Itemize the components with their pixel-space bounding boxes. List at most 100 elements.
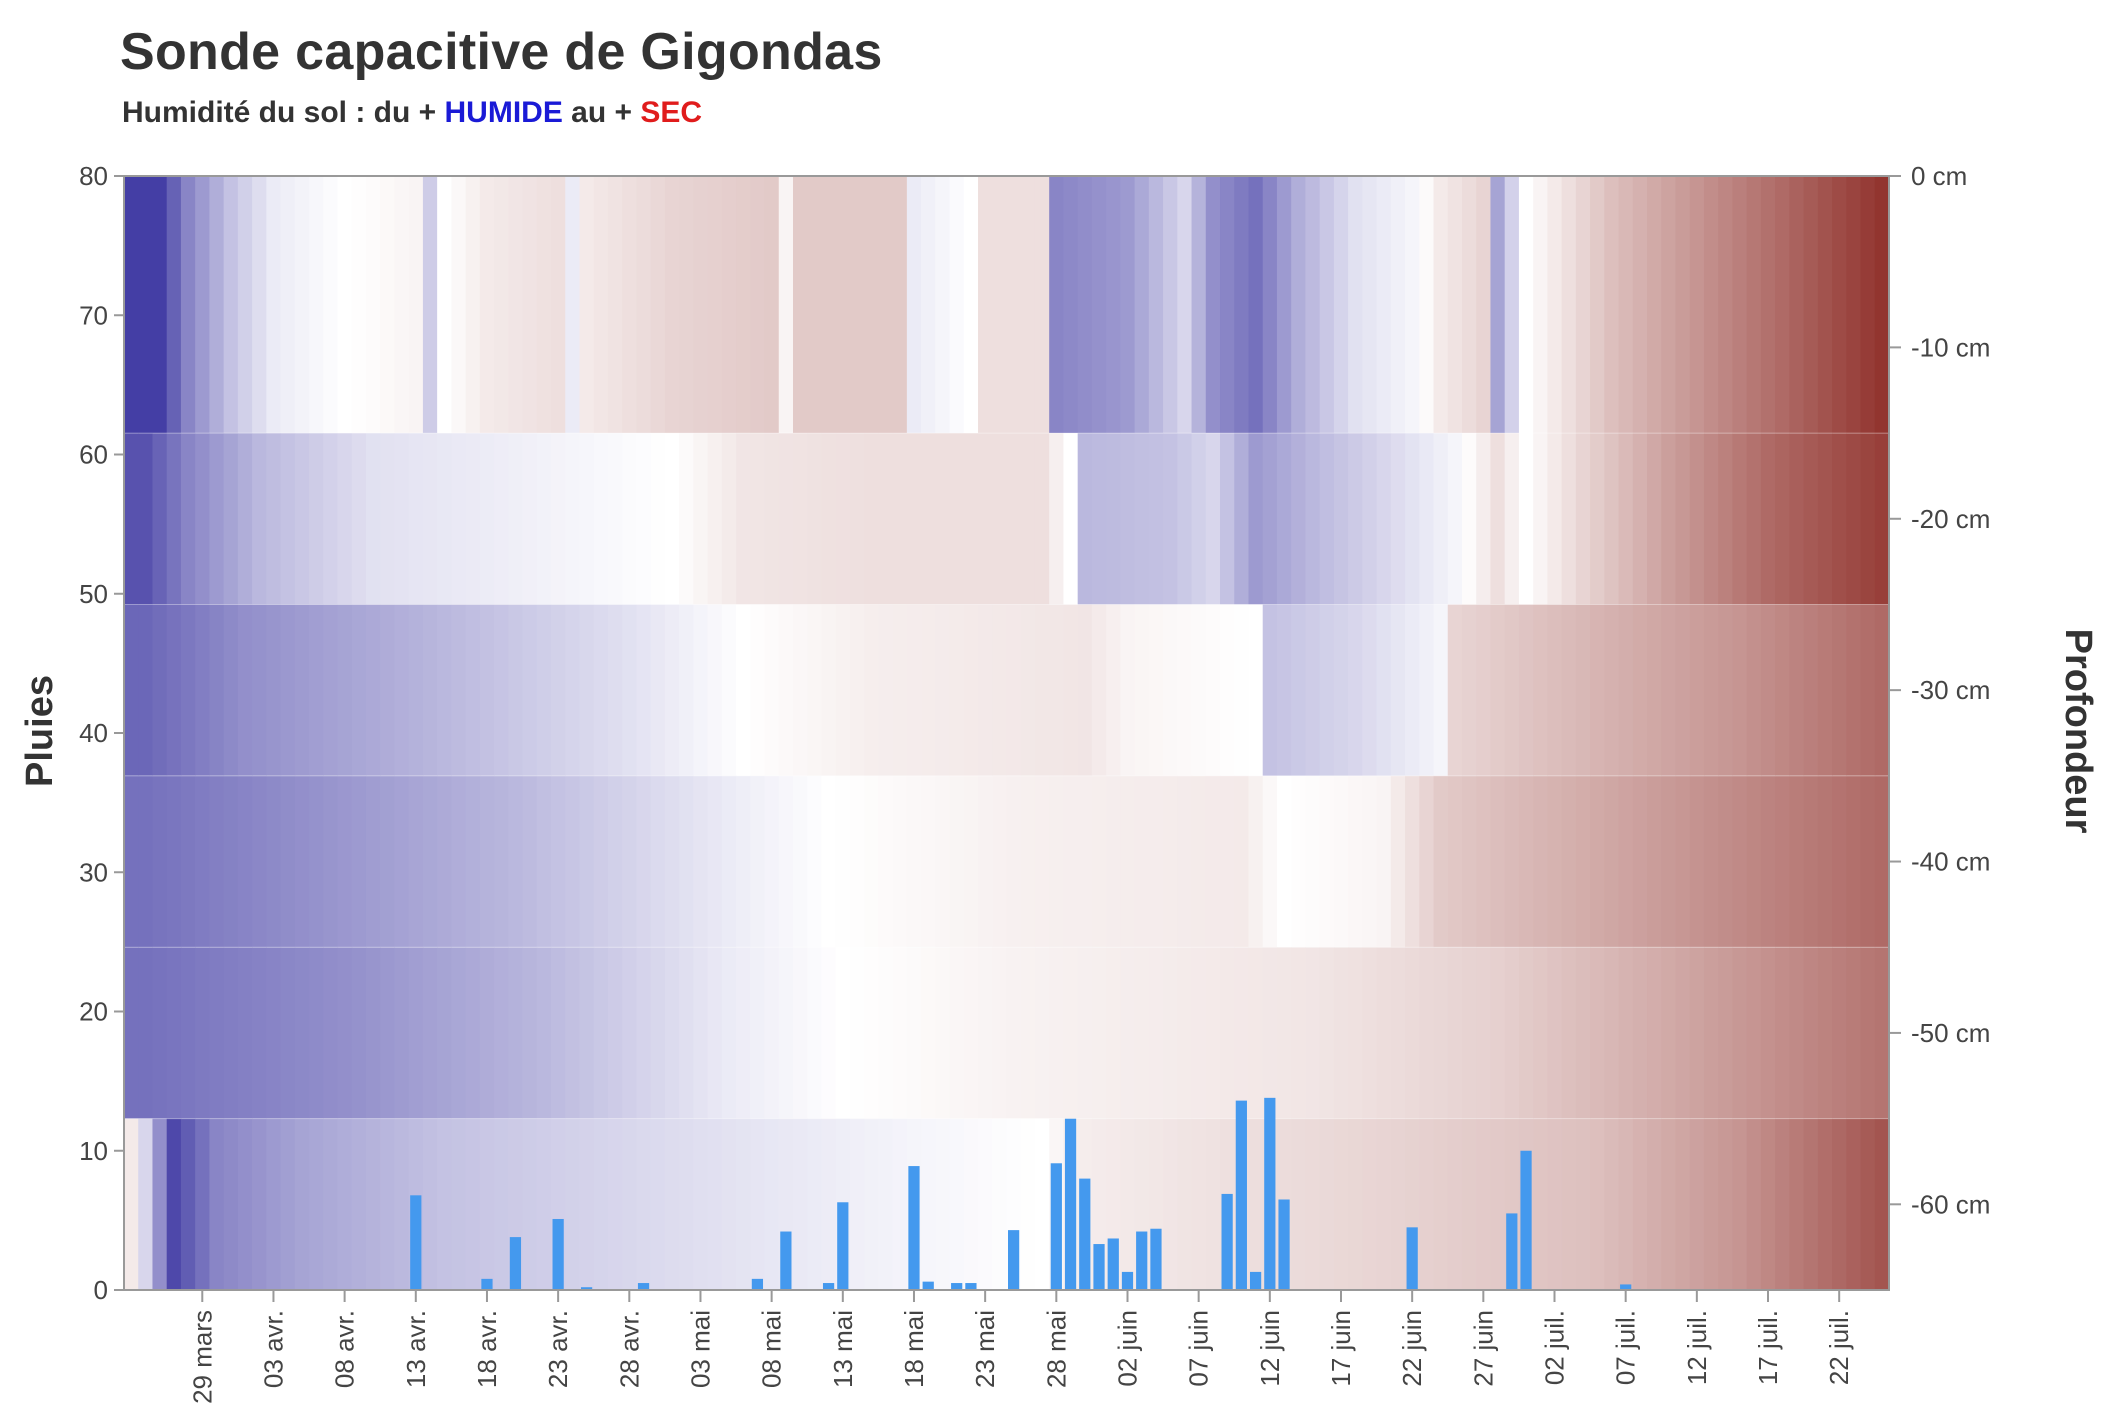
- heat-cell: [1590, 947, 1605, 1119]
- heat-cell: [422, 433, 438, 605]
- heat-cell: [1789, 176, 1805, 434]
- heat-cell: [607, 604, 623, 776]
- x-axis-tick-label: 08 mai: [757, 1310, 787, 1388]
- heat-cell: [1575, 433, 1591, 605]
- heat-cell: [1561, 433, 1577, 605]
- rain-bar: [1520, 1150, 1532, 1290]
- heat-cell: [365, 433, 381, 605]
- subtitle-mid: au +: [562, 96, 641, 129]
- heat-cell: [1746, 604, 1762, 776]
- heat-cell: [1689, 604, 1705, 776]
- heat-cell: [1049, 433, 1065, 605]
- heat-cell: [1689, 947, 1705, 1119]
- heat-cell: [1846, 433, 1862, 605]
- heat-cell: [1661, 775, 1677, 948]
- heat-cell: [693, 176, 709, 434]
- heat-cell: [963, 1118, 979, 1290]
- heat-cell: [1846, 176, 1862, 434]
- heat-cell: [1376, 1118, 1392, 1290]
- heat-cell: [479, 604, 495, 776]
- heat-cell: [394, 775, 410, 948]
- heat-cell: [465, 1118, 481, 1290]
- heat-cell: [223, 604, 239, 776]
- heat-cell: [1746, 947, 1762, 1119]
- heat-cell: [1262, 176, 1278, 434]
- heat-cell: [807, 775, 823, 948]
- heat-cell: [1817, 604, 1833, 776]
- heat-cell: [166, 176, 182, 434]
- heat-cell: [693, 947, 709, 1119]
- heat-cell: [1177, 604, 1193, 776]
- heat-cell: [921, 947, 936, 1119]
- rain-bar: [1136, 1231, 1148, 1290]
- heat-cell: [1575, 947, 1591, 1119]
- heat-cell: [864, 775, 879, 948]
- heat-cell: [1148, 604, 1164, 776]
- heat-cell: [1490, 433, 1506, 605]
- x-axis-tick-label: 23 avr.: [543, 1310, 573, 1388]
- left-axis-tick-label: 80: [79, 161, 108, 191]
- heat-cell: [1775, 1118, 1790, 1290]
- heat-cell: [1874, 775, 1890, 948]
- heat-cell: [792, 604, 808, 776]
- heat-cell: [750, 176, 766, 434]
- heat-cell: [1134, 433, 1150, 605]
- heat-cell: [1476, 1118, 1492, 1290]
- heat-cell: [1447, 775, 1463, 948]
- heat-cell: [1461, 176, 1477, 434]
- heat-cell: [323, 775, 339, 948]
- heat-cell: [1091, 947, 1107, 1119]
- x-axis-tick-label: 27 juin: [1468, 1310, 1498, 1387]
- heat-cell: [1732, 176, 1748, 434]
- heat-cell: [565, 775, 581, 948]
- heat-cell: [1789, 1118, 1805, 1290]
- heat-cell: [636, 176, 652, 434]
- left-axis-tick-label: 60: [79, 440, 108, 470]
- heat-cell: [764, 1118, 780, 1290]
- heat-cell: [892, 1118, 908, 1290]
- heat-cell: [1419, 947, 1435, 1119]
- heat-cell: [1376, 604, 1392, 776]
- heat-cell: [1262, 604, 1278, 776]
- heat-cell: [1590, 1118, 1605, 1290]
- heat-cell: [1333, 176, 1349, 434]
- heat-cell: [1490, 947, 1506, 1119]
- heat-cell: [1490, 775, 1506, 948]
- heat-cell: [750, 1118, 766, 1290]
- heat-cell: [1647, 947, 1662, 1119]
- heat-cell: [1034, 1118, 1050, 1290]
- heat-cell: [1504, 433, 1520, 605]
- x-axis-tick-label: 08 avr.: [330, 1310, 360, 1388]
- heat-cell: [1191, 604, 1207, 776]
- heat-cell: [280, 604, 296, 776]
- heat-cell: [1248, 775, 1264, 948]
- heat-cell: [1860, 775, 1876, 948]
- heat-cell: [1817, 947, 1833, 1119]
- x-axis-tick-label: 28 mai: [1041, 1310, 1071, 1388]
- heat-cell: [1205, 947, 1221, 1119]
- heat-cell: [1476, 433, 1492, 605]
- heat-cell: [1106, 604, 1121, 776]
- chart-axes: 0 10 20 30 40 50 60 70 80 0 cm -10 cm -20 cm -30 cm -…: [79, 161, 1990, 1404]
- heat-cell: [422, 947, 438, 1119]
- heat-cell: [337, 775, 353, 948]
- heat-cell: [1405, 947, 1420, 1119]
- heat-cell: [1362, 176, 1378, 434]
- heat-cell: [921, 604, 936, 776]
- heat-cell: [1006, 775, 1022, 948]
- heat-cell: [593, 947, 609, 1119]
- heat-cell: [1590, 433, 1605, 605]
- heat-cell: [1020, 433, 1036, 605]
- heat-cell: [1590, 176, 1605, 434]
- heat-cell: [949, 947, 965, 1119]
- rain-bar: [1506, 1213, 1518, 1290]
- heat-cell: [679, 1118, 694, 1290]
- heat-cell: [807, 1118, 823, 1290]
- heat-cell: [237, 775, 253, 948]
- heat-cell: [963, 176, 979, 434]
- heat-cell: [479, 775, 495, 948]
- heat-cell: [1333, 947, 1349, 1119]
- heat-cell: [1276, 433, 1292, 605]
- heat-cell: [1604, 604, 1620, 776]
- heat-cell: [750, 604, 766, 776]
